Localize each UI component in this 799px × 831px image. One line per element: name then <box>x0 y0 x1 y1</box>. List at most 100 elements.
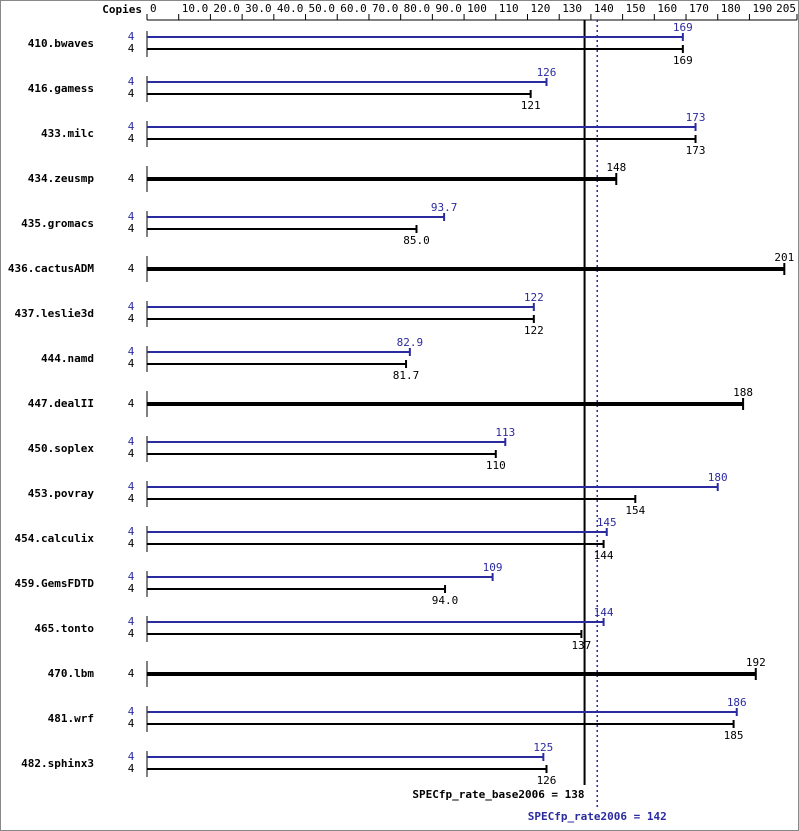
value-label: 192 <box>746 656 766 669</box>
copies-label: 4 <box>128 42 135 55</box>
x-tick-label: 60.0 <box>340 2 367 15</box>
category-label: 410.bwaves <box>28 37 94 50</box>
category-label: 435.gromacs <box>21 217 94 230</box>
value-label: 144 <box>594 549 614 562</box>
copies-label: 4 <box>128 300 135 313</box>
copies-label: 4 <box>128 537 135 550</box>
value-label: 126 <box>537 66 557 79</box>
value-label: 126 <box>537 774 557 787</box>
value-label: 148 <box>606 161 626 174</box>
copies-label: 4 <box>128 345 135 358</box>
copies-label: 4 <box>128 222 135 235</box>
copies-label: 4 <box>128 570 135 583</box>
value-label: 113 <box>495 426 515 439</box>
value-label: 173 <box>686 144 706 157</box>
copies-label: 4 <box>128 397 135 410</box>
value-label: 82.9 <box>397 336 424 349</box>
category-label: 482.sphinx3 <box>21 757 94 770</box>
x-tick-label: 150 <box>626 2 646 15</box>
copies-label: 4 <box>128 87 135 100</box>
copies-label: 4 <box>128 132 135 145</box>
value-label: 169 <box>673 21 693 34</box>
x-tick-label: 100 <box>467 2 487 15</box>
x-tick-label: 190 <box>752 2 772 15</box>
category-label: 437.leslie3d <box>15 307 94 320</box>
copies-label: 4 <box>128 447 135 460</box>
category-label: 444.namd <box>41 352 94 365</box>
value-label: 173 <box>686 111 706 124</box>
x-tick-label: 205 <box>776 2 796 15</box>
copies-label: 4 <box>128 705 135 718</box>
value-label: 201 <box>774 251 794 264</box>
copies-label: 4 <box>128 525 135 538</box>
value-label: 94.0 <box>432 594 459 607</box>
x-tick-label: 130 <box>562 2 582 15</box>
x-tick-label: 90.0 <box>435 2 462 15</box>
value-label: 137 <box>571 639 591 652</box>
category-label: 453.povray <box>28 487 95 500</box>
copies-label: 4 <box>128 717 135 730</box>
x-tick-label: 120 <box>530 2 550 15</box>
value-label: 125 <box>533 741 553 754</box>
category-label: 433.milc <box>41 127 94 140</box>
x-tick-label: 0 <box>150 2 157 15</box>
copies-label: 4 <box>128 172 135 185</box>
value-label: 110 <box>486 459 506 472</box>
category-label: 465.tonto <box>34 622 94 635</box>
value-label: 154 <box>625 504 645 517</box>
value-label: 188 <box>733 386 753 399</box>
copies-label: 4 <box>128 30 135 43</box>
copies-label: 4 <box>128 75 135 88</box>
copies-label: 4 <box>128 357 135 370</box>
copies-label: 4 <box>128 627 135 640</box>
category-label: 459.GemsFDTD <box>15 577 95 590</box>
copies-label: 4 <box>128 667 135 680</box>
value-label: 145 <box>597 516 617 529</box>
value-label: 186 <box>727 696 747 709</box>
value-label: 122 <box>524 324 544 337</box>
value-label: 121 <box>521 99 541 112</box>
x-tick-label: 110 <box>499 2 519 15</box>
value-label: 185 <box>724 729 744 742</box>
value-label: 180 <box>708 471 728 484</box>
category-label: 450.soplex <box>28 442 95 455</box>
x-tick-label: 180 <box>721 2 741 15</box>
x-tick-label: 30.0 <box>245 2 272 15</box>
copies-label: 4 <box>128 480 135 493</box>
copies-label: 4 <box>128 492 135 505</box>
value-label: 81.7 <box>393 369 420 382</box>
copies-label: 4 <box>128 262 135 275</box>
category-label: 481.wrf <box>48 712 94 725</box>
x-tick-label: 80.0 <box>404 2 431 15</box>
value-label: 122 <box>524 291 544 304</box>
copies-label: 4 <box>128 750 135 763</box>
copies-label: 4 <box>128 120 135 133</box>
x-tick-label: 160 <box>657 2 677 15</box>
value-label: 93.7 <box>431 201 458 214</box>
x-tick-label: 40.0 <box>277 2 304 15</box>
x-tick-label: 70.0 <box>372 2 399 15</box>
value-label: 109 <box>483 561 503 574</box>
reference-label: SPECfp_rate2006 = 142 <box>528 810 667 823</box>
copies-label: 4 <box>128 615 135 628</box>
x-tick-label: 20.0 <box>213 2 240 15</box>
x-tick-label: 50.0 <box>309 2 336 15</box>
category-label: 454.calculix <box>15 532 95 545</box>
category-label: 436.cactusADM <box>8 262 94 275</box>
copies-header: Copies <box>102 3 142 16</box>
copies-label: 4 <box>128 312 135 325</box>
value-label: 144 <box>594 606 614 619</box>
x-tick-label: 10.0 <box>182 2 209 15</box>
category-label: 447.dealII <box>28 397 94 410</box>
x-tick-label: 140 <box>594 2 614 15</box>
value-label: 169 <box>673 54 693 67</box>
category-label: 434.zeusmp <box>28 172 95 185</box>
x-tick-label: 170 <box>689 2 709 15</box>
category-label: 416.gamess <box>28 82 94 95</box>
value-label: 85.0 <box>403 234 430 247</box>
copies-label: 4 <box>128 762 135 775</box>
category-label: 470.lbm <box>48 667 95 680</box>
